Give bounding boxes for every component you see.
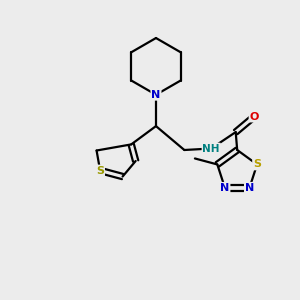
Text: NH: NH <box>202 143 220 154</box>
Text: N: N <box>151 90 160 100</box>
Text: S: S <box>96 166 104 176</box>
Text: N: N <box>220 183 230 193</box>
Text: S: S <box>253 159 261 170</box>
Text: O: O <box>250 112 259 122</box>
Text: N: N <box>245 183 254 193</box>
